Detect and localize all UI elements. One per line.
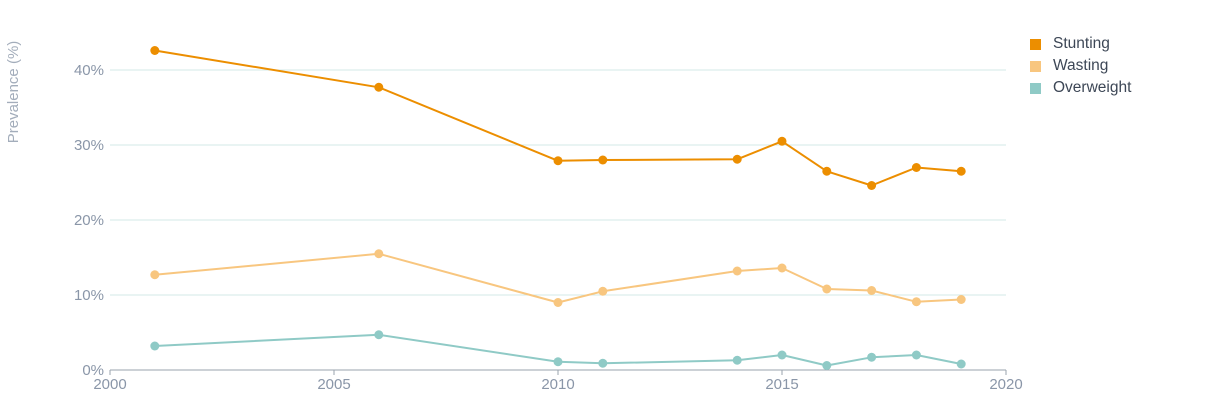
data-point-wasting[interactable] — [777, 263, 787, 273]
series-overweight — [150, 330, 966, 370]
data-point-wasting[interactable] — [598, 286, 608, 296]
x-tick-label: 2010 — [541, 376, 574, 393]
data-point-wasting[interactable] — [822, 284, 832, 294]
data-point-stunting[interactable] — [956, 166, 966, 176]
legend-item-overweight[interactable]: Overweight — [1030, 77, 1131, 99]
data-point-stunting[interactable] — [732, 154, 742, 164]
series-line-wasting — [154, 252, 962, 304]
series-line-stunting — [154, 49, 962, 187]
data-point-wasting[interactable] — [374, 249, 384, 259]
data-point-overweight[interactable] — [777, 350, 787, 360]
series-line-overweight — [154, 333, 962, 367]
legend-item-stunting[interactable]: Stunting — [1030, 33, 1131, 55]
legend: Stunting Wasting Overweight — [1030, 33, 1131, 99]
data-point-wasting[interactable] — [150, 270, 160, 280]
data-point-stunting[interactable] — [553, 156, 563, 166]
data-point-stunting[interactable] — [598, 155, 608, 165]
legend-label-overweight: Overweight — [1053, 79, 1132, 96]
data-point-overweight[interactable] — [374, 330, 384, 340]
data-point-stunting[interactable] — [777, 136, 787, 146]
legend-swatch-wasting — [1030, 60, 1041, 72]
x-tick-label: 2020 — [989, 376, 1022, 393]
grid-lines — [110, 69, 1006, 296]
y-tick-label: 0% — [82, 362, 104, 379]
data-point-overweight[interactable] — [150, 341, 160, 351]
y-tick-label: 30% — [74, 137, 104, 154]
data-point-overweight[interactable] — [553, 357, 563, 367]
legend-label-stunting: Stunting — [1053, 35, 1110, 52]
data-point-overweight[interactable] — [598, 358, 608, 368]
data-point-wasting[interactable] — [956, 295, 966, 304]
legend-swatch-overweight — [1030, 82, 1041, 94]
data-point-stunting[interactable] — [911, 163, 921, 172]
series-stunting — [150, 46, 966, 190]
data-point-stunting[interactable] — [822, 166, 832, 176]
legend-label-wasting: Wasting — [1053, 57, 1109, 74]
data-point-stunting[interactable] — [150, 46, 160, 55]
x-axis-ticks: 2000 2005 2010 2015 2020 — [93, 370, 1023, 393]
y-tick-label: 10% — [74, 287, 104, 304]
data-point-wasting[interactable] — [867, 286, 877, 295]
data-point-overweight[interactable] — [867, 352, 877, 362]
legend-item-wasting[interactable]: Wasting — [1030, 55, 1131, 77]
data-point-overweight[interactable] — [732, 355, 742, 365]
data-point-stunting[interactable] — [867, 181, 877, 190]
data-point-wasting[interactable] — [553, 298, 563, 307]
data-point-overweight[interactable] — [956, 359, 966, 369]
y-axis-ticks: 0% 10% 20% 30% 40% — [74, 62, 104, 379]
series-wasting — [150, 249, 966, 307]
legend-swatch-stunting — [1030, 38, 1041, 50]
y-tick-label: 20% — [74, 212, 104, 229]
y-axis-label: Prevalence (%) — [5, 41, 22, 144]
series-layer — [150, 46, 966, 370]
x-tick-label: 2000 — [93, 376, 126, 393]
x-tick-label: 2015 — [765, 376, 798, 393]
x-tick-label: 2005 — [317, 376, 350, 393]
data-point-wasting[interactable] — [732, 266, 742, 276]
y-tick-label: 40% — [74, 62, 104, 79]
data-point-overweight[interactable] — [822, 361, 832, 370]
data-point-wasting[interactable] — [911, 297, 921, 307]
data-point-stunting[interactable] — [374, 82, 384, 92]
data-point-overweight[interactable] — [911, 350, 921, 360]
